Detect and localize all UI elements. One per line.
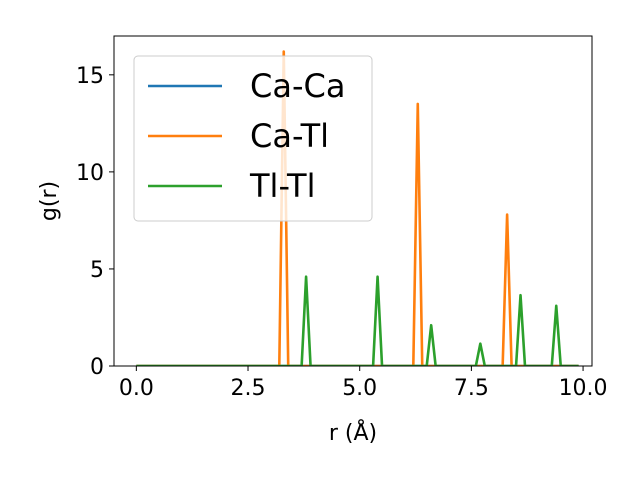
- x-tick-label: 5.0: [342, 376, 377, 401]
- legend: Ca-Ca Ca-Tl Tl-Tl: [133, 55, 373, 222]
- x-tick-label: 2.5: [231, 376, 266, 401]
- legend-entry: Ca-Tl: [250, 117, 329, 155]
- y-tick-label: 15: [76, 64, 104, 89]
- legend-entry: Ca-Ca: [250, 67, 345, 105]
- x-axis: 0.0 2.5 5.0 7.5 10.0: [119, 366, 608, 401]
- y-tick-label: 0: [90, 355, 104, 380]
- x-axis-label: r (Å): [329, 419, 377, 446]
- legend-entry: Tl-Tl: [249, 167, 315, 205]
- legend-box: [133, 55, 373, 222]
- y-axis: 0 5 10 15: [76, 64, 114, 380]
- x-tick-label: 10.0: [559, 376, 608, 401]
- plot-frame: [113, 35, 593, 367]
- y-tick-label: 5: [90, 258, 104, 283]
- x-tick-label: 0.0: [119, 376, 154, 401]
- y-axis-label: g(r): [37, 181, 62, 221]
- x-tick-label: 7.5: [454, 376, 489, 401]
- y-tick-label: 10: [76, 161, 104, 186]
